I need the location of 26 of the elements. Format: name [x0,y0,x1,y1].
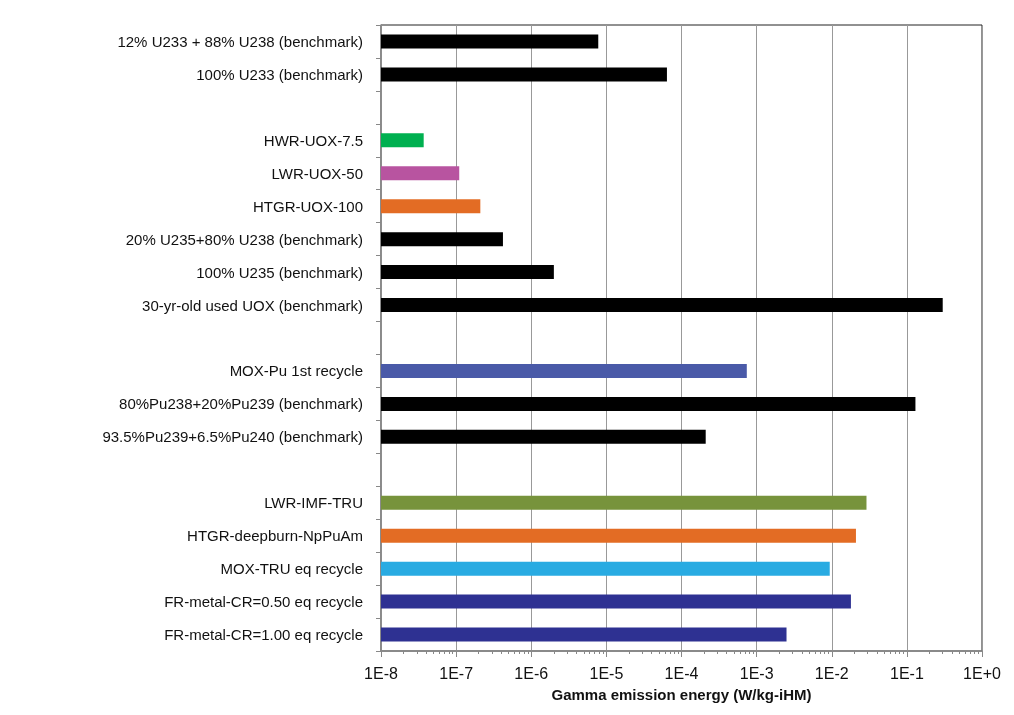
y-tick-label: FR-metal-CR=1.00 eq recycle [164,626,363,644]
y-tick-label: MOX-TRU eq recycle [220,560,363,578]
y-tick-label: 80%Pu238+20%Pu239 (benchmark) [119,395,363,413]
x-tick-label: 1E-8 [364,664,398,682]
x-tick-label: 1E-5 [589,664,624,682]
y-tick-label: FR-metal-CR=0.50 eq recycle [164,593,363,611]
y-tick-label: HTGR-UOX-100 [252,197,363,215]
y-tick-label: 100% U235 (benchmark) [196,263,363,281]
y-tick-label: 20% U235+80% U238 (benchmark) [125,230,363,248]
y-tick-label: LWR-UOX-50 [271,164,363,182]
x-tick-label: 1E+0 [963,664,1002,682]
x-tick-label: 1E-1 [889,664,924,682]
x-tick-label: 1E-4 [664,664,699,682]
y-tick-label: HWR-UOX-7.5 [263,131,363,149]
y-tick-label: 30-yr-old used UOX (benchmark) [142,296,363,314]
y-tick-label: 93.5%Pu239+6.5%Pu240 (benchmark) [102,428,363,446]
x-tick-label: 1E-2 [814,664,849,682]
x-tick-label: 1E-7 [439,664,474,682]
y-tick-label: 12% U233 + 88% U238 (benchmark) [117,32,363,50]
x-tick-label: 1E-3 [739,664,774,682]
y-tick-label: LWR-IMF-TRU [264,494,363,512]
x-axis-title: Gamma emission energy (W/kg-iHM) [551,686,812,703]
y-tick-label: MOX-Pu 1st recycle [229,362,363,380]
y-tick-label: HTGR-deepburn-NpPuAm [187,527,363,545]
x-tick-label: 1E-6 [514,664,549,682]
y-tick-label: 100% U233 (benchmark) [196,65,363,83]
